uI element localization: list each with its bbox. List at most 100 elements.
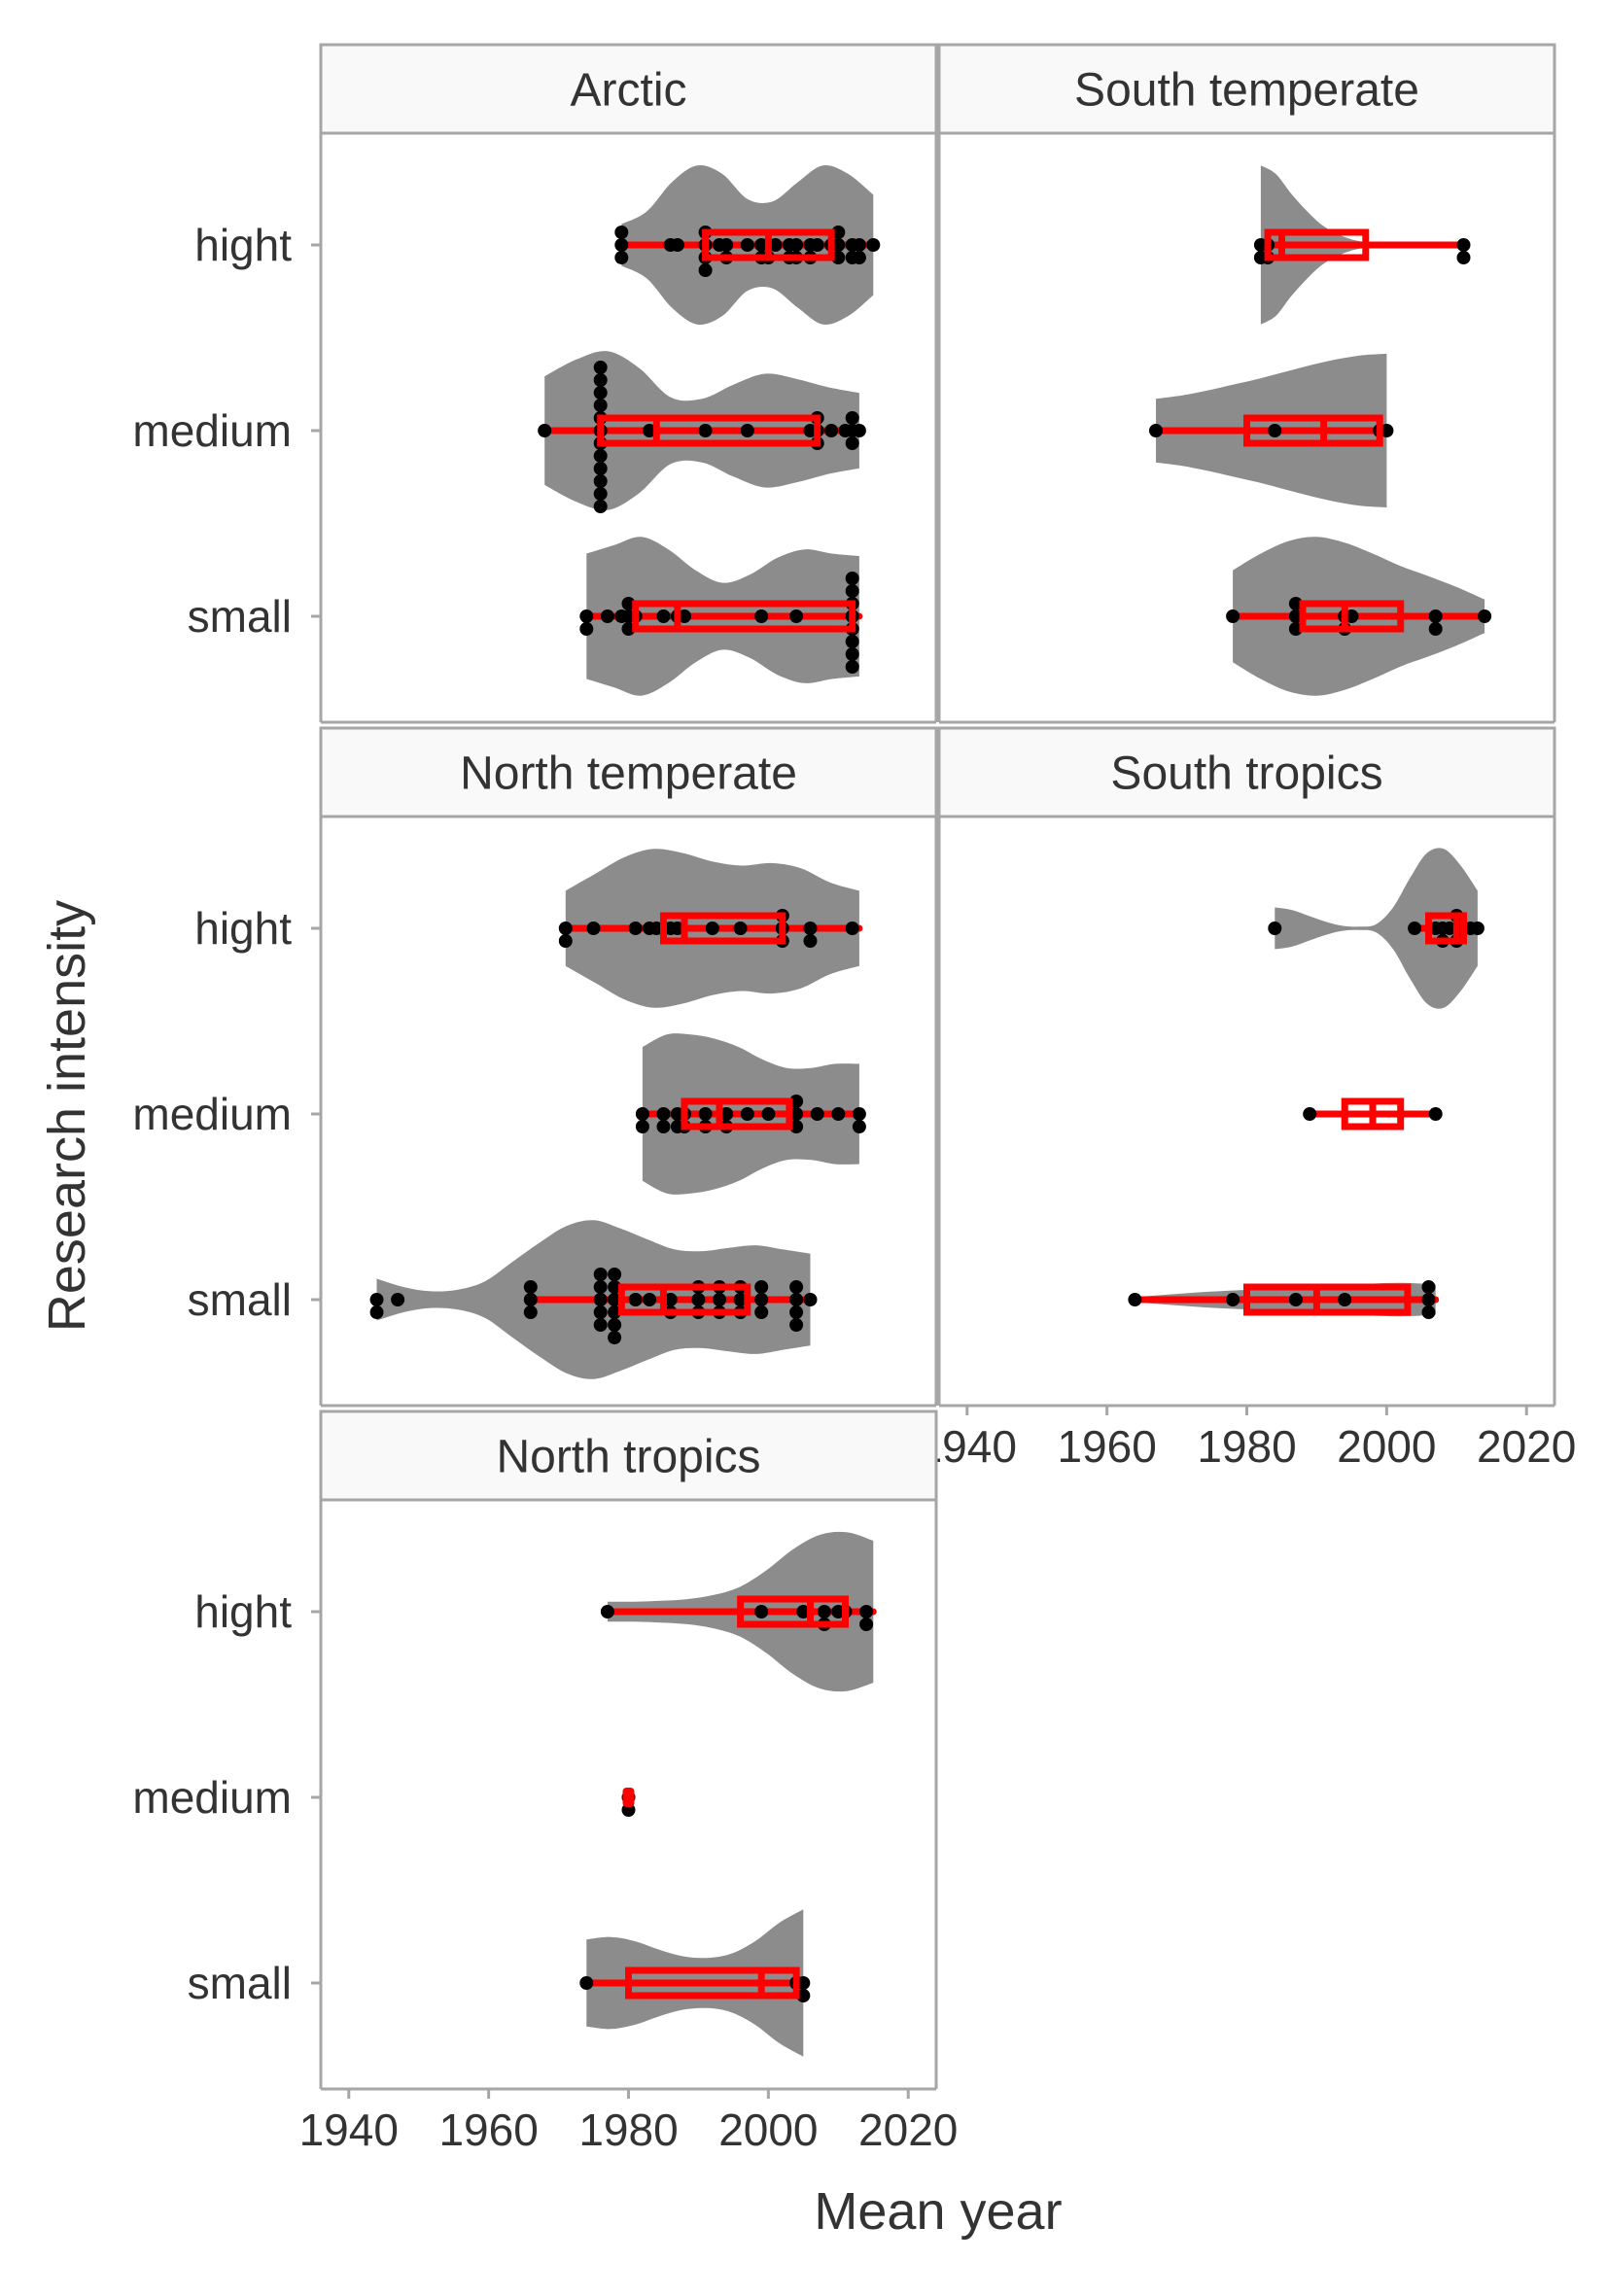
y-tick-label-north-tropics-medium: medium (132, 1772, 292, 1823)
point-north-temperate-small (789, 1305, 804, 1319)
point-arctic-hight (810, 238, 824, 252)
point-arctic-medium (593, 500, 608, 513)
point-arctic-hight (768, 238, 783, 252)
point-north-temperate-small (369, 1305, 384, 1319)
point-north-temperate-medium (740, 1107, 754, 1121)
point-arctic-medium (593, 487, 608, 501)
point-south-tropics-small (1421, 1305, 1436, 1319)
strip-south-tropics (937, 726, 1556, 818)
point-south-temperate-small (1478, 609, 1492, 623)
point-south-temperate-medium (1380, 424, 1394, 437)
point-south-tropics-small (1421, 1280, 1436, 1294)
point-arctic-small (621, 622, 636, 636)
strip-label-south-tropics: South tropics (1110, 748, 1382, 800)
point-south-temperate-small (1226, 609, 1240, 623)
point-north-temperate-small (754, 1305, 769, 1319)
point-arctic-hight (670, 238, 684, 252)
x-axis-title: Mean year (814, 2182, 1062, 2241)
point-south-temperate-small (1428, 609, 1443, 623)
point-north-temperate-hight (845, 922, 859, 935)
point-south-temperate-hight (1456, 238, 1471, 252)
point-north-temperate-medium (656, 1120, 671, 1133)
y-tick-label-north-temperate-hight: hight (194, 903, 292, 954)
strip-north-tropics (319, 1409, 938, 1502)
point-arctic-medium (593, 474, 608, 488)
point-north-temperate-hight (803, 934, 818, 948)
point-arctic-hight (831, 251, 846, 264)
strip-label-north-tropics: North tropics (496, 1432, 760, 1483)
point-arctic-hight (852, 238, 866, 252)
point-north-temperate-small (754, 1280, 769, 1294)
point-north-temperate-small (803, 1293, 818, 1306)
point-arctic-small (789, 609, 804, 623)
point-arctic-hight (614, 251, 629, 264)
point-arctic-hight (614, 226, 629, 239)
point-arctic-medium (845, 436, 859, 450)
panel-arctic: Arctic hight medium small (132, 43, 938, 724)
point-north-temperate-hight (705, 922, 719, 935)
point-north-tropics-small (796, 1989, 811, 2002)
y-tick-label-north-temperate-medium: medium (132, 1089, 292, 1139)
box-south-temperate-medium (1243, 414, 1383, 447)
point-arctic-small (845, 647, 859, 661)
panel-north-temperate: North temperate hight medium small (132, 726, 938, 1408)
box-south-temperate-hight (1264, 228, 1370, 261)
point-arctic-medium (593, 361, 608, 374)
x-tick-label-north-tropics-1960: 1960 (438, 2105, 538, 2155)
strip-arctic (319, 43, 938, 135)
violin-south-tropics-hight (1275, 848, 1478, 1009)
point-north-temperate-medium (761, 1107, 776, 1121)
x-tick-label-south-tropics-2020: 2020 (1477, 1421, 1576, 1472)
point-south-tropics-hight (1470, 922, 1485, 935)
point-south-tropics-hight (1268, 922, 1282, 935)
point-north-tropics-hight (817, 1605, 831, 1618)
point-north-temperate-hight (670, 922, 684, 935)
point-arctic-medium (538, 424, 552, 437)
box-south-tropics-hight (1425, 912, 1467, 945)
point-north-temperate-medium (719, 1107, 734, 1121)
point-north-temperate-small (523, 1305, 538, 1319)
point-arctic-hight (831, 226, 846, 239)
point-arctic-medium (593, 386, 608, 400)
point-arctic-small (754, 609, 769, 623)
x-tick-label-north-tropics-1980: 1980 (578, 2105, 678, 2155)
point-south-temperate-small (1288, 597, 1303, 610)
y-tick-label-north-tropics-hight: hight (194, 1586, 292, 1637)
point-north-temperate-small (754, 1293, 769, 1306)
point-arctic-medium (593, 462, 608, 475)
point-south-temperate-small (1345, 609, 1359, 623)
point-arctic-medium (643, 424, 657, 437)
point-north-temperate-small (608, 1305, 622, 1319)
point-north-temperate-hight (586, 922, 601, 935)
point-north-temperate-small (608, 1268, 622, 1281)
point-arctic-hight (614, 238, 629, 252)
point-north-temperate-small (733, 1293, 748, 1306)
point-arctic-hight (740, 238, 754, 252)
y-tick-label-arctic-hight: hight (194, 220, 292, 270)
strip-label-south-temperate: South temperate (1074, 65, 1419, 117)
point-north-temperate-small (523, 1280, 538, 1294)
point-north-temperate-small (663, 1293, 678, 1306)
point-north-tropics-small (579, 1976, 594, 1990)
box-north-temperate-hight (660, 912, 786, 945)
box-north-tropics-hight (737, 1595, 849, 1628)
point-north-tropics-hight (754, 1605, 769, 1618)
point-north-temperate-small (523, 1293, 538, 1306)
point-arctic-hight (789, 238, 804, 252)
y-axis-title: Research intensity (38, 900, 96, 1332)
panel-south-temperate: South temperate (937, 43, 1556, 724)
box-north-tropics-medium (622, 1788, 635, 1807)
point-arctic-small (845, 660, 859, 674)
point-south-tropics-small (1288, 1293, 1303, 1306)
point-arctic-small (656, 609, 671, 623)
point-south-temperate-hight (1456, 251, 1471, 264)
point-south-temperate-medium (1149, 424, 1163, 437)
x-tick-label-south-tropics-2000: 2000 (1337, 1421, 1436, 1472)
point-north-temperate-small (789, 1318, 804, 1332)
point-north-temperate-small (691, 1293, 706, 1306)
point-arctic-hight (866, 238, 881, 252)
point-north-tropics-small (796, 1976, 811, 1990)
box-north-tropics-small (625, 1966, 800, 2000)
